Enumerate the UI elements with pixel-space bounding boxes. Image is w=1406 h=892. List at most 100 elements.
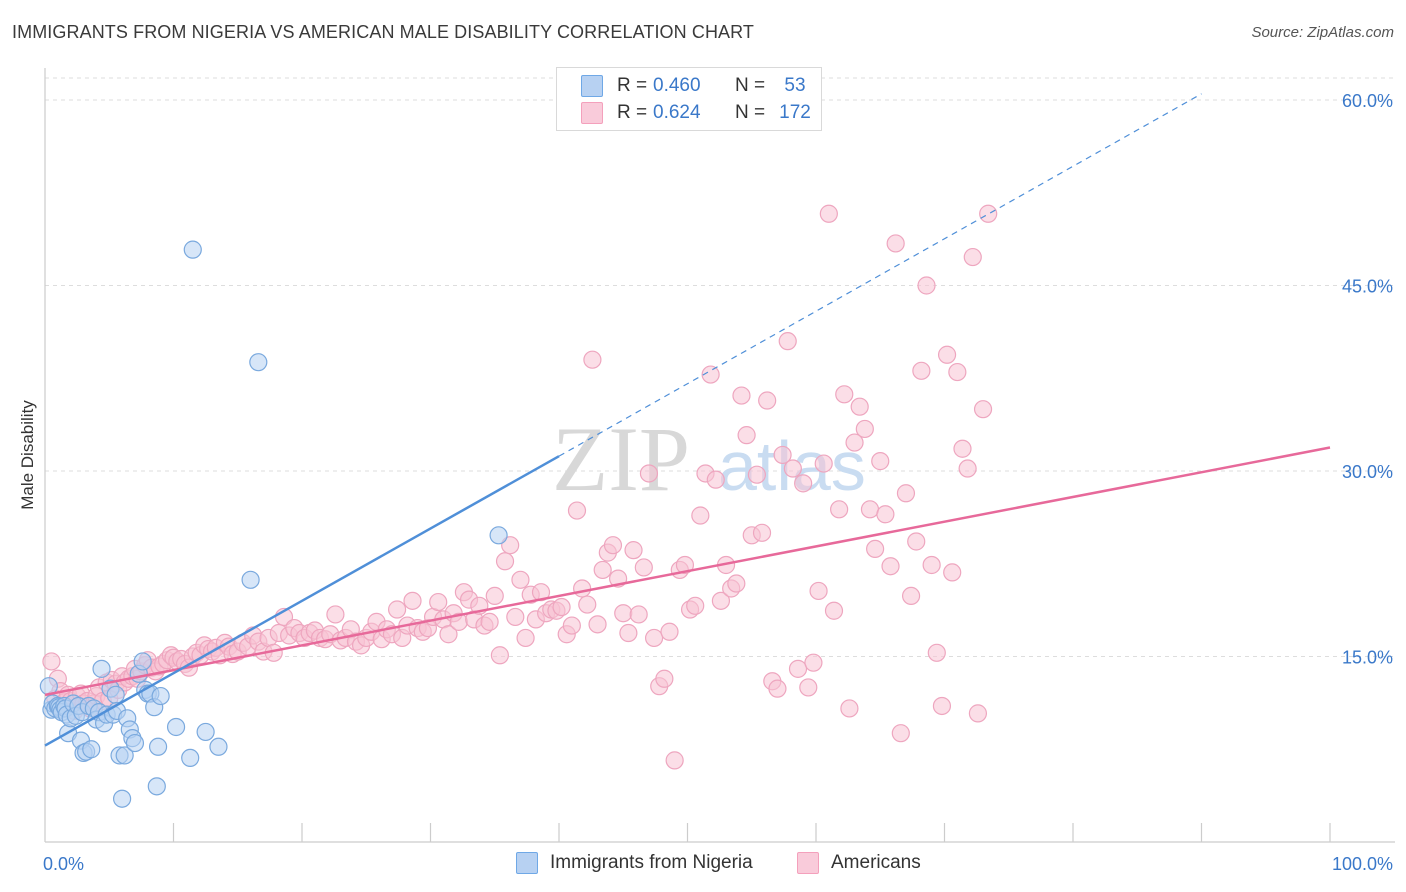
data-point (953, 439, 972, 458)
data-point (183, 240, 202, 259)
data-point (855, 419, 874, 439)
data-point (644, 628, 664, 648)
data-point (747, 465, 766, 484)
legend-n-value: 53 (784, 75, 806, 96)
data-point (948, 362, 967, 382)
data-point (655, 669, 674, 688)
data-point (732, 386, 751, 405)
data-point (516, 628, 535, 648)
data-point (562, 616, 581, 635)
data-point (506, 607, 525, 627)
data-point (783, 459, 802, 478)
data-point (588, 615, 607, 634)
data-point (634, 558, 653, 577)
legend-n-value: 172 (779, 102, 811, 123)
data-point (979, 204, 998, 223)
data-point (778, 332, 797, 351)
data-point (891, 724, 910, 743)
data-point (901, 586, 921, 606)
legend-row-nigeria: R = 0.460 N = 53 (581, 74, 815, 98)
y-tick-label: 30.0% (1342, 462, 1393, 482)
data-point (501, 536, 520, 555)
legend-r-value: 0.624 (653, 102, 701, 123)
data-point (814, 454, 833, 473)
data-point (937, 345, 957, 364)
data-point (639, 464, 659, 483)
data-point (860, 500, 880, 519)
data-point (567, 501, 587, 520)
data-point (727, 574, 746, 593)
data-point (819, 204, 838, 223)
x-tick-label: 0.0% (43, 854, 84, 874)
data-point (629, 605, 648, 624)
legend-r-label: R = (617, 75, 648, 96)
data-point (603, 536, 623, 555)
bottom-legend-swatch-nigeria (516, 852, 538, 874)
data-point (92, 659, 111, 678)
source-credit[interactable]: Source: ZipAtlas.com (1251, 24, 1394, 41)
data-point (82, 740, 101, 759)
data-point (835, 385, 854, 404)
data-point (147, 777, 166, 796)
legend: R = 0.460 N = 53 R = 0.624 N = 172 (556, 67, 822, 131)
data-point (115, 746, 134, 765)
bottom-legend-americans[interactable]: Americans (797, 852, 921, 874)
trend-lines (44, 93, 1331, 747)
trend-line-americans (44, 446, 1331, 697)
data-point (485, 586, 504, 606)
data-point (824, 601, 844, 620)
data-point (624, 541, 643, 560)
legend-r-value: 0.460 (653, 75, 701, 96)
data-point (830, 500, 849, 519)
y-tick-label: 15.0% (1342, 648, 1393, 668)
data-point (511, 570, 530, 589)
data-point (973, 400, 993, 419)
data-point (711, 591, 731, 610)
data-point (166, 717, 186, 737)
bottom-legend-nigeria[interactable]: Immigrants from Nigeria (516, 852, 753, 874)
data-point (480, 612, 499, 631)
data-point (737, 426, 756, 445)
data-point (691, 506, 710, 525)
data-point (788, 659, 808, 678)
data-point (552, 597, 571, 617)
legend-swatch-nigeria (581, 75, 603, 97)
bottom-legend-label: Americans (831, 852, 921, 873)
data-point (151, 686, 170, 706)
data-point (799, 678, 818, 697)
data-point (531, 583, 551, 602)
x-tick-label: 100.0% (1332, 854, 1393, 874)
data-point (660, 622, 679, 641)
data-point (912, 361, 931, 380)
data-point (758, 391, 777, 410)
data-point (752, 523, 772, 542)
data-point (773, 445, 792, 465)
data-point (619, 623, 638, 643)
trend-line-nigeria-extension (558, 93, 1202, 457)
data-point (706, 470, 725, 489)
data-point (573, 579, 592, 598)
legend-n-label: N = (735, 75, 766, 96)
data-point (148, 737, 168, 756)
data-point (804, 653, 823, 672)
data-point (403, 591, 422, 610)
data-point (907, 532, 926, 551)
data-point (249, 353, 268, 372)
data-point (495, 552, 515, 571)
data-point (489, 526, 508, 545)
data-point (196, 722, 215, 742)
data-point (794, 474, 813, 493)
data-point (943, 563, 962, 582)
trend-line-nigeria (44, 455, 560, 747)
data-point (701, 365, 720, 384)
legend-row-americans: R = 0.624 N = 172 (581, 101, 815, 125)
data-point (686, 596, 705, 615)
data-point (881, 557, 900, 576)
data-point (927, 643, 946, 662)
data-point (429, 592, 448, 612)
bottom-legend-label: Immigrants from Nigeria (550, 852, 753, 873)
data-point (439, 625, 458, 644)
data-point (932, 696, 952, 716)
data-point (850, 397, 869, 416)
